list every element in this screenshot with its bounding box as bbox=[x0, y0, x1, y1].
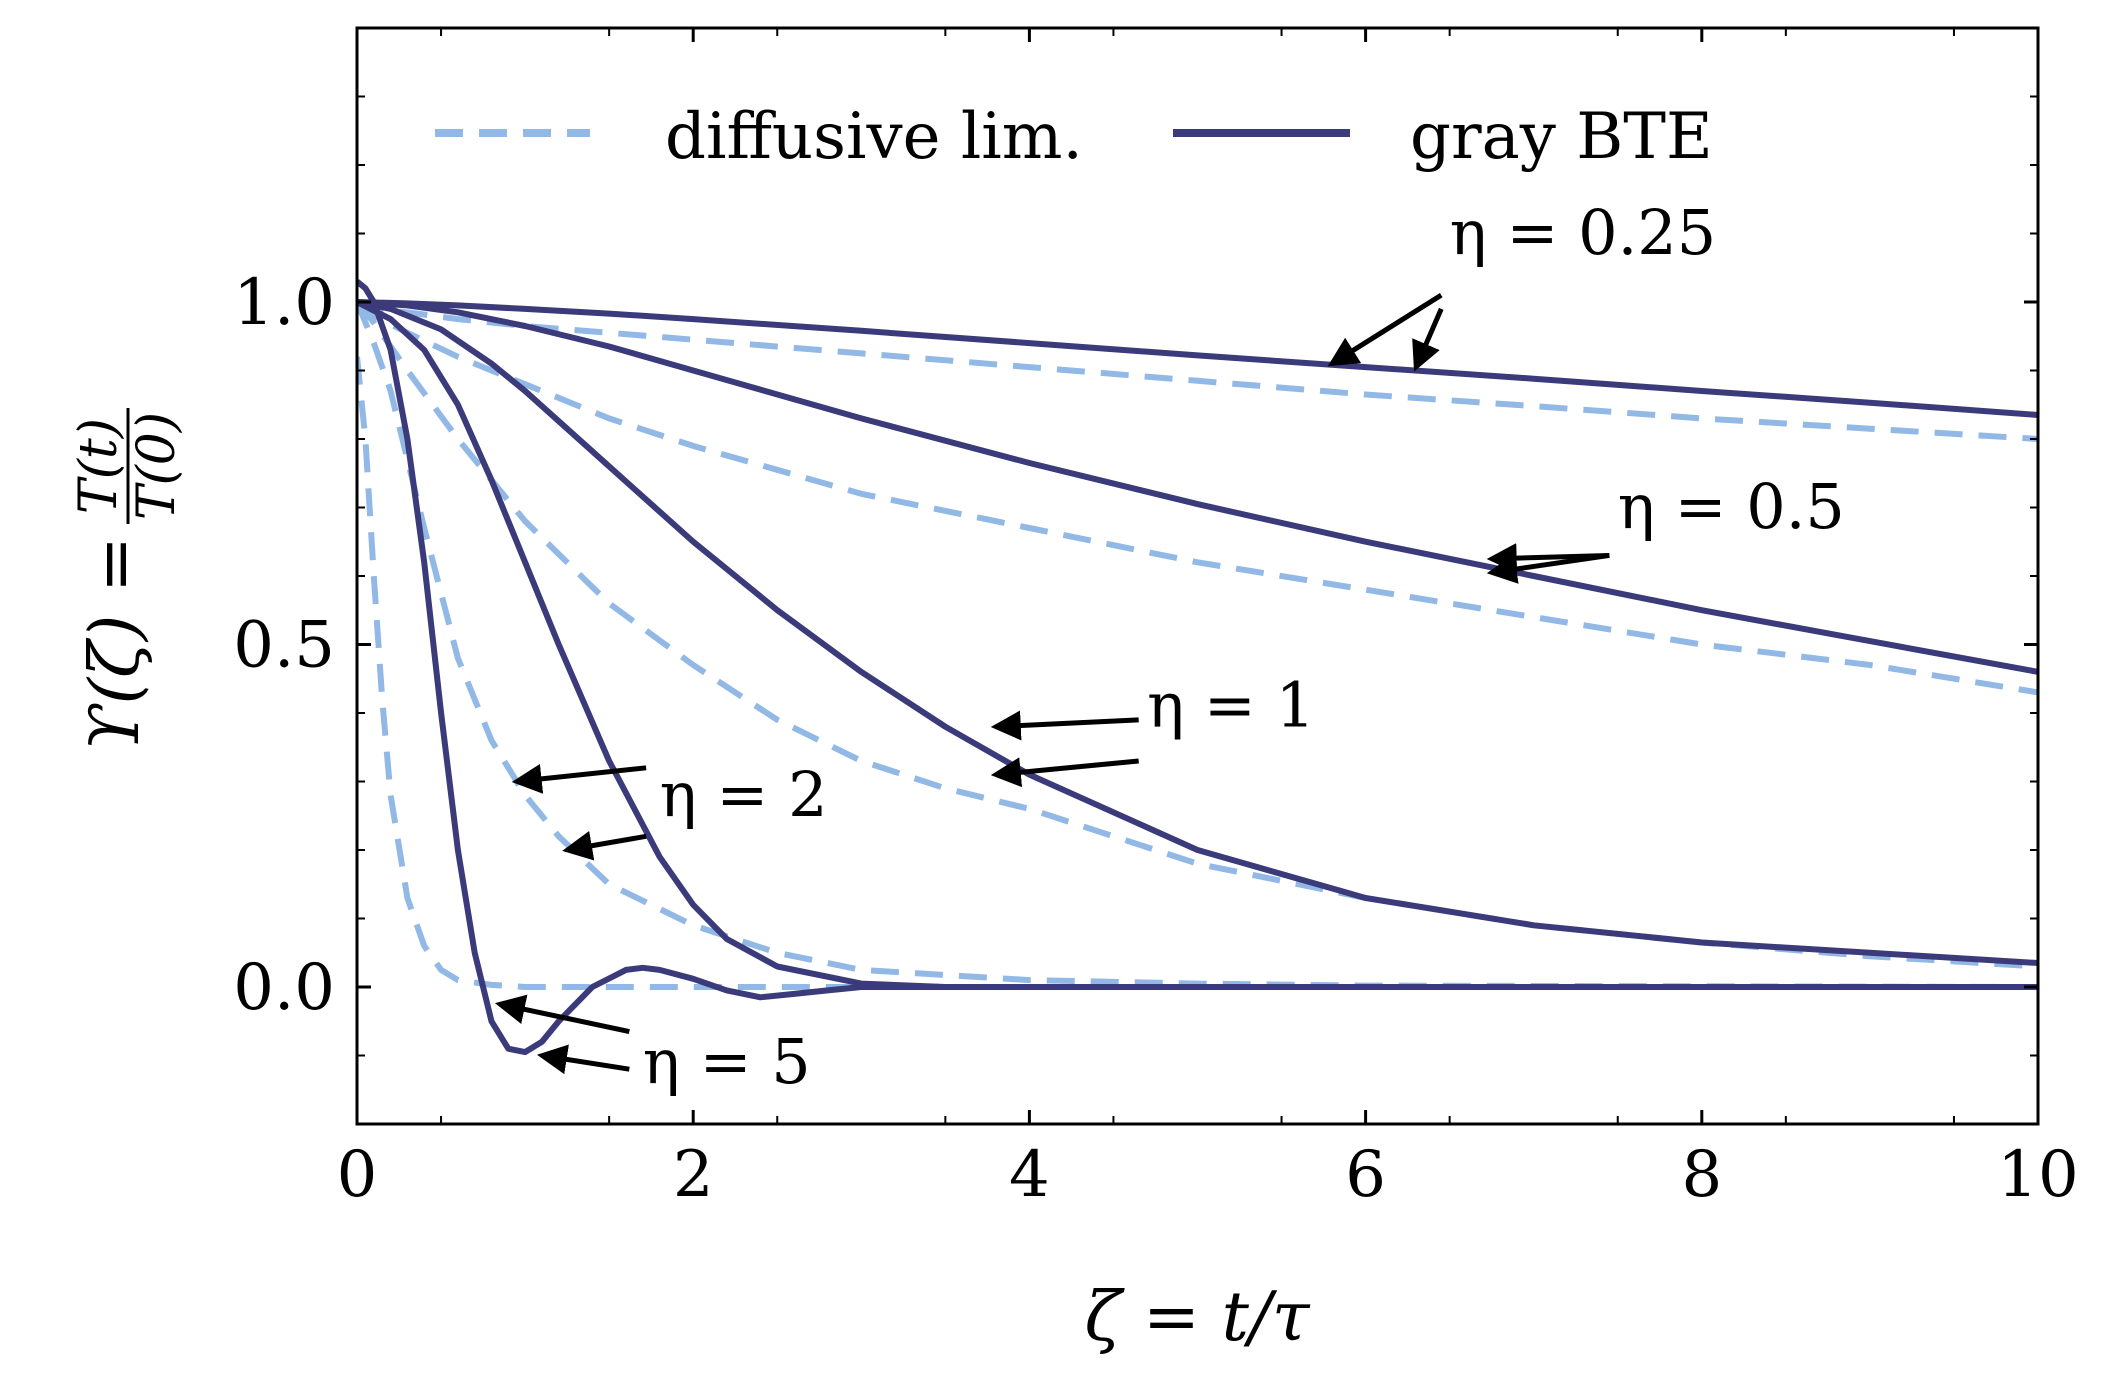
annotation-label: η = 5 bbox=[643, 1025, 811, 1098]
bte-curve-eta-2 bbox=[357, 299, 2038, 990]
y-tick-label: 0.0 bbox=[233, 951, 335, 1025]
bte-curve-eta-1 bbox=[357, 299, 2038, 966]
tick-label-layer: 0 2 4 6 8 10 0.0 0.5 1.0 bbox=[233, 266, 2079, 1212]
annotation-arrow bbox=[990, 710, 1139, 741]
annotation-arrow bbox=[1412, 307, 1444, 372]
legend-label-bte: gray BTE bbox=[1410, 100, 1713, 174]
tick-layer bbox=[355, 27, 2040, 1125]
bte-curve-eta-5 bbox=[357, 279, 2038, 1056]
x-tick-label: 8 bbox=[1681, 1138, 1722, 1212]
diffusive-curve-eta-0_25 bbox=[357, 299, 2038, 442]
diffusive-curve-eta-1 bbox=[357, 300, 2038, 970]
bte-curve-eta-0_25 bbox=[357, 299, 2038, 418]
plot-frame bbox=[355, 26, 2040, 1126]
annotation-arrow bbox=[562, 830, 647, 861]
x-axis-label: ζ = t/τ bbox=[1085, 1278, 1311, 1357]
annotation-label: η = 0.25 bbox=[1450, 196, 1717, 269]
x-tick-label: 6 bbox=[1345, 1138, 1386, 1212]
annotation-layer: η = 0.25 η = 0.5 η = 1 η = 2 η = 5 bbox=[494, 196, 1845, 1098]
x-tick-label: 0 bbox=[337, 1138, 378, 1212]
annotation-arrow bbox=[536, 1044, 630, 1075]
y-tick-label: 1.0 bbox=[233, 266, 335, 340]
y-tick-label: 0.5 bbox=[233, 609, 335, 683]
x-tick-label: 2 bbox=[673, 1138, 714, 1212]
annotation-label: η = 1 bbox=[1147, 669, 1315, 742]
legend-label-diffusive: diffusive lim. bbox=[665, 100, 1083, 174]
y-axis-label-numerator: T(t) bbox=[69, 418, 129, 514]
x-tick-label: 4 bbox=[1009, 1138, 1050, 1212]
x-tick-label: 10 bbox=[1997, 1138, 2078, 1212]
annotation-arrow bbox=[1327, 293, 1443, 367]
annotation-label: η = 0.5 bbox=[1618, 470, 1845, 543]
y-axis-label-denominator: T(0) bbox=[127, 412, 187, 520]
diffusive-curve-eta-0_5 bbox=[357, 299, 2038, 696]
legend: diffusive lim. gray BTE bbox=[435, 100, 1713, 174]
annotation-arrow bbox=[990, 757, 1139, 788]
y-axis-label: ϒ(ζ) = T(t) T(0) bbox=[69, 408, 187, 751]
annotation-arrow bbox=[494, 994, 630, 1034]
annotation-label: η = 2 bbox=[660, 758, 828, 831]
annotation-arrow bbox=[511, 763, 647, 794]
series-layer bbox=[357, 279, 2038, 1056]
bte-curve-eta-0_5 bbox=[357, 299, 2038, 675]
annotation-arrow bbox=[1486, 552, 1610, 584]
y-axis-label-main: ϒ(ζ) = bbox=[76, 536, 155, 751]
diffusive-curve-eta-2 bbox=[357, 300, 2038, 990]
